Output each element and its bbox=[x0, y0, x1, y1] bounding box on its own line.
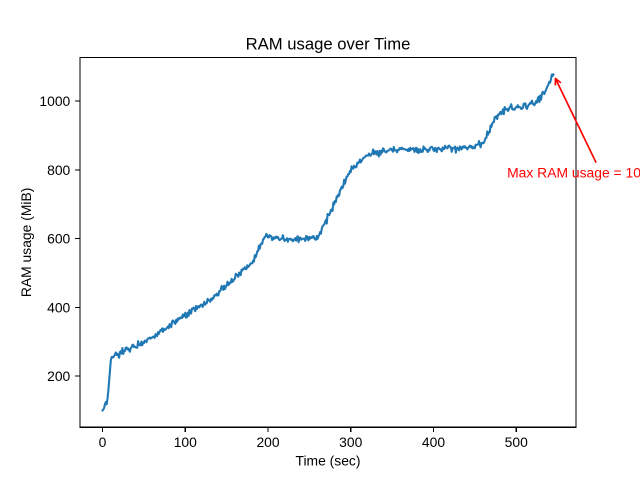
svg-text:300: 300 bbox=[339, 434, 362, 450]
svg-text:100: 100 bbox=[174, 434, 197, 450]
svg-text:1000: 1000 bbox=[39, 93, 70, 109]
svg-text:800: 800 bbox=[47, 162, 70, 178]
svg-text:400: 400 bbox=[422, 434, 445, 450]
svg-text:500: 500 bbox=[505, 434, 528, 450]
svg-text:Max RAM usage = 1077.8 MiB: Max RAM usage = 1077.8 MiB bbox=[507, 164, 640, 180]
svg-text:200: 200 bbox=[256, 434, 279, 450]
svg-text:RAM usage (MiB): RAM usage (MiB) bbox=[18, 188, 34, 297]
svg-text:200: 200 bbox=[47, 368, 70, 384]
svg-text:400: 400 bbox=[47, 299, 70, 315]
svg-text:0: 0 bbox=[99, 434, 107, 450]
svg-text:Time (sec): Time (sec) bbox=[295, 452, 360, 468]
svg-text:RAM usage over Time: RAM usage over Time bbox=[246, 34, 411, 53]
svg-text:600: 600 bbox=[47, 231, 70, 247]
